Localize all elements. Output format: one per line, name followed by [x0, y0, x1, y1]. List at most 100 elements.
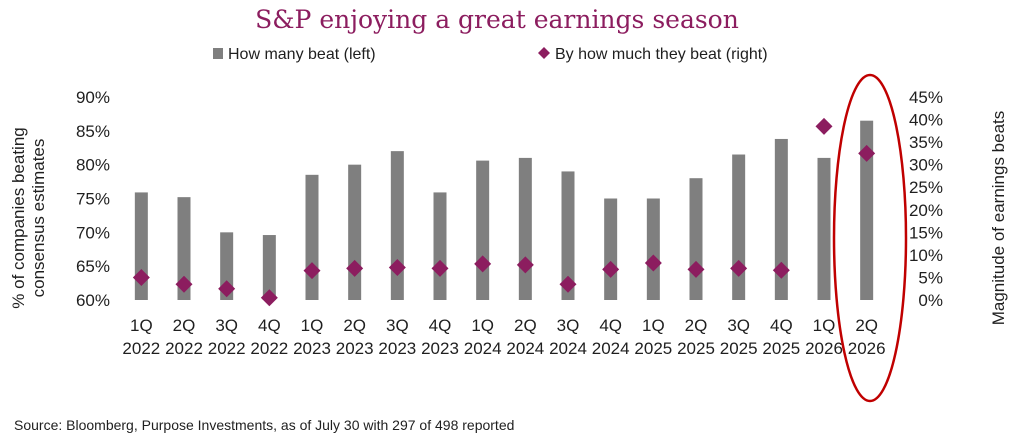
bar [646, 198, 660, 300]
legend: How many beat (left) By how much they be… [213, 46, 768, 63]
category-year-label: 2025 [634, 339, 672, 358]
chart-title: S&P enjoying a great earnings season [255, 5, 739, 34]
diamond-marker [730, 259, 748, 277]
category-year-label: 2022 [122, 339, 160, 358]
diamond-marker [858, 144, 876, 162]
bar [518, 157, 532, 300]
bar [433, 192, 447, 300]
diamond-marker [431, 259, 449, 277]
legend-bar-label: How many beat (left) [228, 46, 376, 63]
diamond-marker [644, 254, 662, 272]
highlight-ellipse [832, 73, 908, 403]
left-axis-label-line-2: consensus estimates [29, 139, 48, 298]
bar [348, 164, 362, 300]
category-quarter-label: 4Q [599, 316, 622, 335]
category-year-label: 2023 [293, 339, 331, 358]
category-quarter-label: 1Q [813, 316, 836, 335]
right-tick-label: 35% [909, 133, 943, 152]
category-quarter-label: 2Q [343, 316, 366, 335]
bar [177, 197, 191, 300]
right-tick-label: 20% [909, 201, 943, 220]
category-quarter-label: 2Q [173, 316, 196, 335]
category-quarter-label: 3Q [727, 316, 750, 335]
right-tick-label: 0% [918, 291, 943, 310]
category-year-label: 2024 [592, 339, 630, 358]
right-axis-label: Magnitude of earnings beats [989, 111, 1008, 326]
diamond-marker [815, 117, 833, 135]
category-year-label: 2022 [165, 339, 203, 358]
bar [561, 171, 575, 300]
category-year-label: 2024 [506, 339, 544, 358]
diamond-marker [687, 260, 705, 278]
category-year-label: 2025 [677, 339, 715, 358]
legend-diamond-label: By how much they beat (right) [555, 46, 768, 63]
right-tick-label: 30% [909, 156, 943, 175]
diamond-marker [388, 259, 406, 277]
diamond-marker [132, 268, 150, 286]
category-quarter-label: 3Q [215, 316, 238, 335]
left-tick-label: 75% [76, 190, 110, 209]
diamond-marker [175, 275, 193, 293]
bar [689, 178, 703, 300]
diamond-marker [303, 262, 321, 280]
diamond-marker [346, 259, 364, 277]
category-year-label: 2022 [250, 339, 288, 358]
category-year-label: 2023 [378, 339, 416, 358]
left-tick-label: 65% [76, 257, 110, 276]
bar [390, 151, 404, 300]
left-tick-label: 70% [76, 223, 110, 242]
category-year-label: 2023 [336, 339, 374, 358]
category-quarter-label: 3Q [386, 316, 409, 335]
bar-series [134, 120, 874, 300]
right-tick-label: 40% [909, 111, 943, 130]
left-axis-label-line-1: % of companies beating [9, 127, 28, 308]
category-quarter-label: 2Q [514, 316, 537, 335]
right-axis-ticks: 0% 5% 10% 15% 20% 25% 30% 35% 40% 45% [909, 88, 943, 310]
category-quarter-label: 4Q [770, 316, 793, 335]
diamond-marker [772, 261, 790, 279]
right-tick-label: 15% [909, 223, 943, 242]
right-tick-label: 5% [918, 268, 943, 287]
right-tick-label: 10% [909, 246, 943, 265]
source-note: Source: Bloomberg, Purpose Investments, … [14, 417, 514, 433]
legend-bar-swatch [213, 48, 223, 59]
diamond-marker [602, 260, 620, 278]
bar [817, 157, 831, 300]
left-tick-label: 90% [76, 88, 110, 107]
left-tick-label: 85% [76, 122, 110, 141]
category-labels: 1Q 2022 2Q 2022 3Q 2022 4Q 2022 1Q 2023 2Q 2023 3Q 20… [122, 316, 885, 358]
bar [860, 120, 874, 300]
category-quarter-label: 2Q [855, 316, 878, 335]
diamond-marker [559, 275, 577, 293]
bar [305, 174, 319, 300]
diamond-marker [218, 280, 236, 298]
category-quarter-label: 1Q [471, 316, 494, 335]
category-year-label: 2026 [805, 339, 843, 358]
category-quarter-label: 1Q [642, 316, 665, 335]
left-tick-label: 80% [76, 156, 110, 175]
left-axis-ticks: 60% 65% 70% 75% 80% 85% 90% [76, 88, 110, 310]
bar [774, 138, 788, 300]
category-year-label: 2024 [549, 339, 587, 358]
category-quarter-label: 3Q [557, 316, 580, 335]
category-quarter-label: 4Q [258, 316, 281, 335]
diamond-marker [474, 255, 492, 273]
bar [732, 154, 746, 300]
category-year-label: 2025 [762, 339, 800, 358]
category-year-label: 2022 [208, 339, 246, 358]
category-year-label: 2026 [848, 339, 886, 358]
legend-diamond-swatch [538, 47, 550, 59]
category-quarter-label: 1Q [130, 316, 153, 335]
right-tick-label: 25% [909, 178, 943, 197]
category-year-label: 2025 [720, 339, 758, 358]
diamond-marker [260, 289, 278, 307]
category-quarter-label: 4Q [429, 316, 452, 335]
diamond-series [132, 117, 876, 307]
right-tick-label: 45% [909, 88, 943, 107]
bar [604, 198, 618, 300]
category-quarter-label: 1Q [301, 316, 324, 335]
bar [220, 232, 234, 300]
category-year-label: 2023 [421, 339, 459, 358]
category-quarter-label: 2Q [685, 316, 708, 335]
